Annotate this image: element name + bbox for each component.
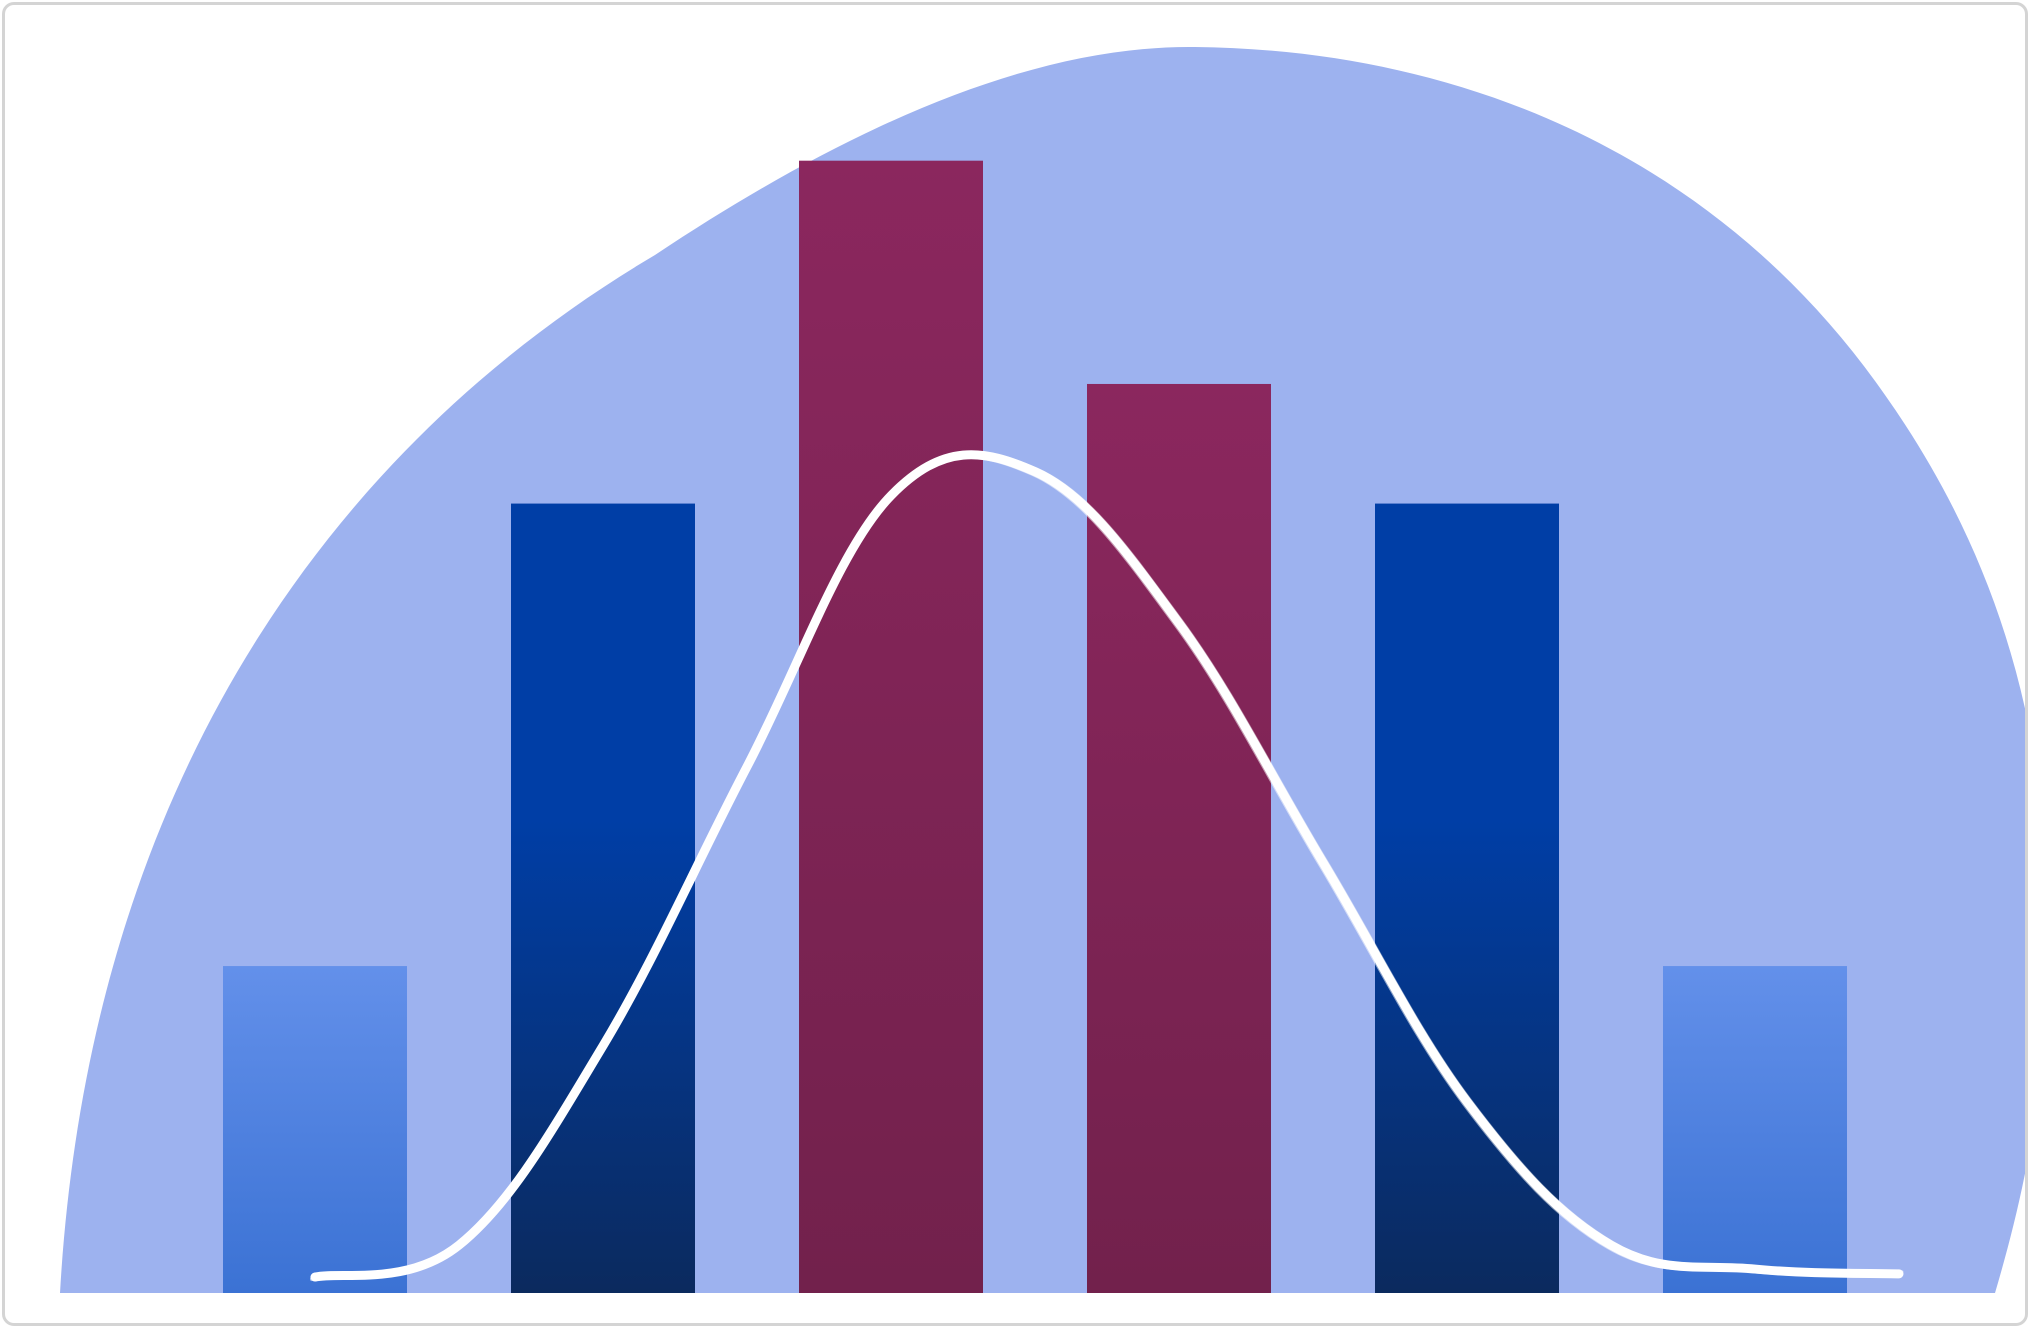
curve-texture-1 [310,454,1898,1282]
bar-5 [1375,503,1559,1294]
bar-4 [1087,383,1271,1293]
histogram-chart [60,46,2025,1294]
bar-2 [511,503,695,1294]
curve-texture-2 [316,451,1904,1277]
bar-6 [1663,966,1847,1293]
bars-group [223,160,1847,1294]
bar-1 [223,966,407,1293]
distribution-curve [310,450,1904,1282]
bar-3 [799,160,983,1293]
